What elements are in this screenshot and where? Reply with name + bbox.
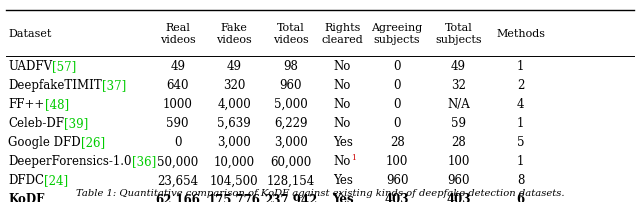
Text: 1: 1 [517, 117, 524, 129]
Text: 640: 640 [166, 79, 189, 92]
Text: 5: 5 [517, 136, 524, 148]
Text: 5,000: 5,000 [274, 98, 307, 110]
Text: 0: 0 [394, 60, 401, 73]
Text: 0: 0 [394, 79, 401, 92]
Text: 59: 59 [451, 117, 466, 129]
Text: 1: 1 [351, 153, 356, 161]
Text: 23,654: 23,654 [157, 174, 198, 186]
Text: 5,639: 5,639 [217, 117, 251, 129]
Text: N/A: N/A [447, 98, 470, 110]
Text: Real
videos: Real videos [160, 23, 195, 45]
Text: 320: 320 [223, 79, 245, 92]
Text: 49: 49 [170, 60, 185, 73]
Text: FF++: FF++ [8, 98, 45, 110]
Text: 104,500: 104,500 [210, 174, 259, 186]
Text: 1000: 1000 [163, 98, 193, 110]
Text: 6: 6 [516, 193, 525, 202]
Text: 590: 590 [166, 117, 189, 129]
Text: No: No [334, 60, 351, 73]
Text: Fake
videos: Fake videos [216, 23, 252, 45]
Text: Total
subjects: Total subjects [435, 23, 482, 45]
Text: 960: 960 [447, 174, 470, 186]
Text: Yes: Yes [333, 136, 353, 148]
Text: 0: 0 [394, 98, 401, 110]
Text: 8: 8 [517, 174, 524, 186]
Text: Yes: Yes [332, 193, 353, 202]
Text: 28: 28 [390, 136, 404, 148]
Text: Rights
cleared: Rights cleared [322, 23, 364, 45]
Text: DeepfakeTIMIT: DeepfakeTIMIT [8, 79, 102, 92]
Text: 10,000: 10,000 [214, 155, 255, 167]
Text: Google DFD: Google DFD [8, 136, 81, 148]
Text: 49: 49 [227, 60, 241, 73]
Text: 960: 960 [279, 79, 302, 92]
Text: [37]: [37] [102, 79, 126, 92]
Text: 403: 403 [446, 193, 471, 202]
Text: DFDC: DFDC [8, 174, 44, 186]
Text: Yes: Yes [333, 174, 353, 186]
Text: Total
videos: Total videos [273, 23, 308, 45]
Text: 49: 49 [451, 60, 466, 73]
Text: [26]: [26] [81, 136, 105, 148]
Text: 1: 1 [517, 60, 524, 73]
Text: [57]: [57] [52, 60, 77, 73]
Text: No: No [334, 98, 351, 110]
Text: 100: 100 [447, 155, 470, 167]
Text: 2: 2 [517, 79, 524, 92]
Text: 6,229: 6,229 [274, 117, 307, 129]
Text: 50,000: 50,000 [157, 155, 198, 167]
Text: UADFV: UADFV [8, 60, 52, 73]
Text: 403: 403 [385, 193, 410, 202]
Text: Methods: Methods [496, 29, 545, 39]
Text: 237,942: 237,942 [264, 193, 317, 202]
Text: [24]: [24] [44, 174, 68, 186]
Text: 100: 100 [386, 155, 408, 167]
Text: 60,000: 60,000 [270, 155, 311, 167]
Text: No: No [334, 117, 351, 129]
Text: 0: 0 [174, 136, 181, 148]
Text: 3,000: 3,000 [217, 136, 251, 148]
Text: 960: 960 [386, 174, 408, 186]
Text: [36]: [36] [132, 155, 156, 167]
Text: 128,154: 128,154 [266, 174, 315, 186]
Text: Table 1: Quantitative comparison of KoDF against existing kinds of deepfake dete: Table 1: Quantitative comparison of KoDF… [76, 188, 564, 197]
Text: No: No [334, 155, 351, 167]
Text: DeeperForensics-1.0: DeeperForensics-1.0 [8, 155, 132, 167]
Text: 3,000: 3,000 [274, 136, 307, 148]
Text: 98: 98 [283, 60, 298, 73]
Text: Dataset: Dataset [8, 29, 52, 39]
Text: 4: 4 [517, 98, 524, 110]
Text: Celeb-DF: Celeb-DF [8, 117, 64, 129]
Text: 1: 1 [517, 155, 524, 167]
Text: 32: 32 [451, 79, 466, 92]
Text: [39]: [39] [64, 117, 88, 129]
Text: 4,000: 4,000 [217, 98, 251, 110]
Text: Agreeing
subjects: Agreeing subjects [372, 23, 423, 45]
Text: [48]: [48] [45, 98, 68, 110]
Text: 28: 28 [451, 136, 466, 148]
Text: 62,166: 62,166 [155, 193, 200, 202]
Text: KoDF: KoDF [8, 193, 45, 202]
Text: 0: 0 [394, 117, 401, 129]
Text: 175,776: 175,776 [207, 193, 260, 202]
Text: No: No [334, 79, 351, 92]
